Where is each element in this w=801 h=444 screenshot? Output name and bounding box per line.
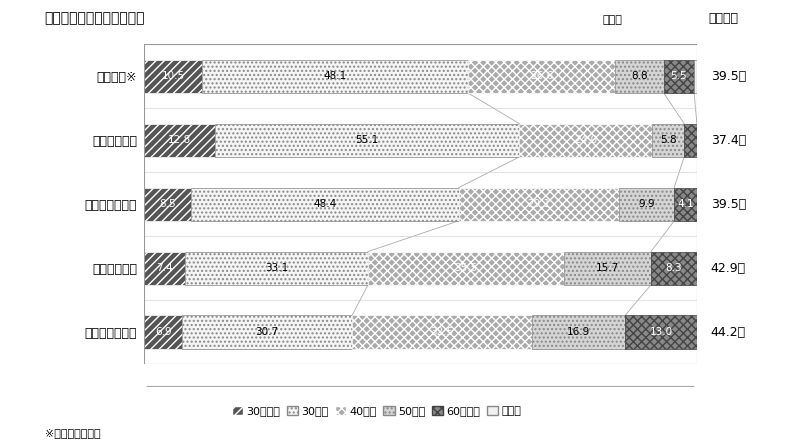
Text: 42.9歳: 42.9歳 <box>710 262 746 275</box>
Text: 35.5: 35.5 <box>454 263 477 273</box>
Text: 48.1: 48.1 <box>324 71 347 81</box>
Text: 8.8: 8.8 <box>631 71 648 81</box>
Bar <box>183 316 352 349</box>
Bar <box>144 252 185 285</box>
Bar <box>468 60 615 93</box>
Bar <box>185 252 368 285</box>
Text: 30.7: 30.7 <box>256 327 279 337</box>
Text: 29.1: 29.1 <box>527 199 551 209</box>
Bar <box>615 60 664 93</box>
Bar <box>459 188 619 221</box>
Bar <box>694 60 697 93</box>
Text: 26.6: 26.6 <box>530 71 553 81</box>
Text: 39.5歳: 39.5歳 <box>710 70 746 83</box>
Bar <box>564 252 651 285</box>
Bar <box>144 188 191 221</box>
Bar <box>191 188 459 221</box>
Text: 13.0: 13.0 <box>650 327 673 337</box>
Text: 10.5: 10.5 <box>162 71 185 81</box>
Legend: 30歳未満, 30歳代, 40歳代, 50歳代, 60歳以上, 無回答: 30歳未満, 30歳代, 40歳代, 50歳代, 60歳以上, 無回答 <box>227 402 525 421</box>
Text: 4.1: 4.1 <box>677 199 694 209</box>
Text: 32.5: 32.5 <box>430 327 453 337</box>
Text: ※建て替えを除く: ※建て替えを除く <box>45 428 100 438</box>
Bar <box>215 124 520 157</box>
Text: 44.2歳: 44.2歳 <box>710 325 746 339</box>
Bar <box>674 188 697 221</box>
Bar <box>144 316 183 349</box>
Bar <box>664 60 694 93</box>
Bar <box>144 124 215 157</box>
Text: 世帯主の年齢　一次取得者: 世帯主の年齢 一次取得者 <box>45 11 145 25</box>
Text: 16.9: 16.9 <box>566 327 590 337</box>
Bar <box>651 252 697 285</box>
Text: 24.0: 24.0 <box>574 135 598 145</box>
Text: 5.8: 5.8 <box>660 135 676 145</box>
Text: 39.5歳: 39.5歳 <box>710 198 746 211</box>
Bar <box>144 60 202 93</box>
Bar <box>652 124 684 157</box>
Bar <box>619 188 674 221</box>
Text: 33.1: 33.1 <box>265 263 288 273</box>
Text: 7.4: 7.4 <box>156 263 173 273</box>
Text: 55.1: 55.1 <box>356 135 379 145</box>
Bar <box>352 316 532 349</box>
Text: 平均年齢: 平均年齢 <box>708 12 738 25</box>
Bar <box>202 60 468 93</box>
Text: 48.4: 48.4 <box>313 199 336 209</box>
Text: 15.7: 15.7 <box>596 263 619 273</box>
Text: 8.5: 8.5 <box>159 199 176 209</box>
Text: （％）: （％） <box>603 15 623 25</box>
Bar <box>684 124 697 157</box>
Text: 37.4歳: 37.4歳 <box>710 134 746 147</box>
Bar <box>368 252 564 285</box>
Text: 12.8: 12.8 <box>168 135 191 145</box>
Bar <box>532 316 625 349</box>
Bar <box>625 316 697 349</box>
Text: 5.5: 5.5 <box>670 71 687 81</box>
Text: 9.9: 9.9 <box>638 199 655 209</box>
Text: 8.3: 8.3 <box>666 263 682 273</box>
Bar <box>520 124 652 157</box>
Text: 6.9: 6.9 <box>155 327 171 337</box>
